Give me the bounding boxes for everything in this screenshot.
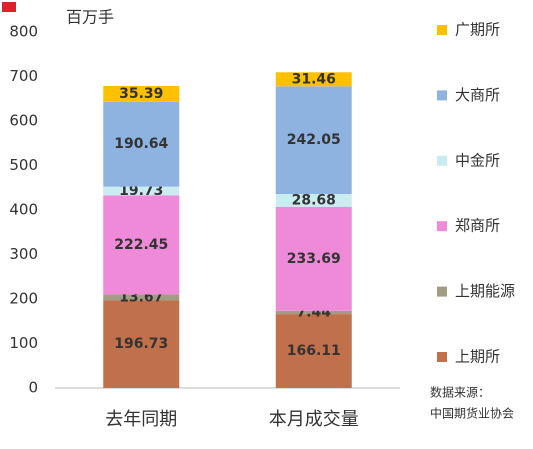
data-label: 19.73 <box>119 183 163 199</box>
bar-segment <box>275 194 352 207</box>
legend-swatch <box>437 221 447 232</box>
source: 中国期货业协会 <box>430 406 514 421</box>
legend-label: 上期所 <box>455 348 500 366</box>
logo <box>2 2 16 12</box>
y-tick-label: 300 <box>9 245 38 263</box>
data-label: 233.69 <box>287 251 341 267</box>
data-label: 190.64 <box>114 136 168 152</box>
y-tick-label: 100 <box>9 334 38 352</box>
source-label: 数据来源： <box>430 385 490 400</box>
legend-swatch <box>437 352 447 362</box>
data-label: 28.68 <box>292 192 336 208</box>
bar-segment <box>103 300 180 388</box>
y-tick-label: 200 <box>9 290 38 308</box>
data-label: 222.45 <box>114 237 168 253</box>
y-tick-label: 800 <box>9 23 38 41</box>
bar-segment <box>275 86 352 195</box>
data-label: 31.46 <box>292 71 336 87</box>
bar-segment <box>103 294 180 301</box>
x-tick-label: 去年同期 <box>105 409 177 430</box>
legend-swatch <box>437 90 447 101</box>
y-tick-label: 0 <box>28 379 38 397</box>
bar-segment <box>103 186 180 196</box>
bar-segment <box>275 310 352 315</box>
bar-segment <box>275 206 352 311</box>
legend-label: 大商所 <box>455 86 500 104</box>
legend-label: 广期所 <box>455 21 500 39</box>
legend-label: 中金所 <box>455 151 500 169</box>
y-tick-label: 400 <box>9 201 38 219</box>
y-tick-label: 700 <box>9 67 38 85</box>
legend-swatch <box>437 25 447 35</box>
y-tick-label: 500 <box>9 156 38 174</box>
y-tick-label: 600 <box>9 112 38 130</box>
legend-swatch <box>437 286 447 297</box>
y-axis-label: 百万手 <box>66 8 114 27</box>
bar-segment <box>275 314 352 388</box>
legend-swatch <box>437 155 447 166</box>
data-label: 242.05 <box>287 132 341 148</box>
legend-label: 上期能源 <box>455 282 515 300</box>
data-label: 196.73 <box>114 336 168 352</box>
x-tick-label: 本月成交量 <box>269 409 359 430</box>
bar-segment <box>103 86 180 102</box>
data-label: 166.11 <box>287 343 341 359</box>
bar-segment <box>103 195 180 295</box>
bar-segment <box>275 72 352 87</box>
legend-label: 郑商所 <box>455 217 500 235</box>
bar-segment <box>103 101 180 187</box>
data-label: 35.39 <box>119 86 163 102</box>
